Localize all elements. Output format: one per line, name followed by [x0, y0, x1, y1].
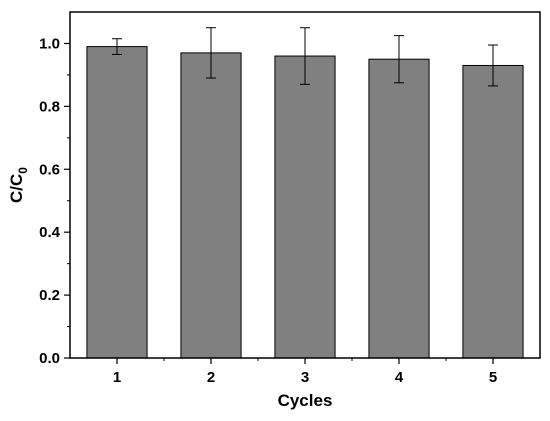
error-bars-layer [112, 27, 498, 87]
x-tick-label-4: 4 [395, 369, 404, 386]
y-axis-ticks: 0.0 0.2 0.4 0.6 0.8 1.0 [39, 35, 70, 367]
y-tick-label-1.0: 1.0 [39, 35, 60, 52]
bar-cycle-5 [462, 64, 524, 359]
y-tick-label-0.8: 0.8 [39, 98, 60, 115]
x-axis-ticks: 1 2 3 4 5 [113, 358, 497, 386]
bar-cycle-1 [86, 46, 148, 359]
x-tick-label-1: 1 [113, 369, 121, 386]
y-tick-label-0.4: 0.4 [39, 224, 61, 241]
bar-cycle-2 [180, 52, 242, 359]
x-tick-label-3: 3 [301, 369, 309, 386]
y-tick-label-0.2: 0.2 [39, 287, 60, 304]
x-tick-label-5: 5 [489, 369, 497, 386]
y-tick-label-0.6: 0.6 [39, 161, 60, 178]
y-axis-title-base: C/C [7, 174, 26, 203]
y-axis-title: C/C0 [7, 167, 30, 203]
bar-cycle-4 [368, 58, 430, 359]
bar-cycle-3 [274, 55, 336, 359]
x-tick-label-2: 2 [207, 369, 215, 386]
x-axis-title: Cycles [278, 391, 333, 410]
y-tick-label-0.0: 0.0 [39, 350, 60, 367]
bars-layer [86, 46, 524, 359]
y-axis-title-subscript: 0 [16, 167, 30, 174]
